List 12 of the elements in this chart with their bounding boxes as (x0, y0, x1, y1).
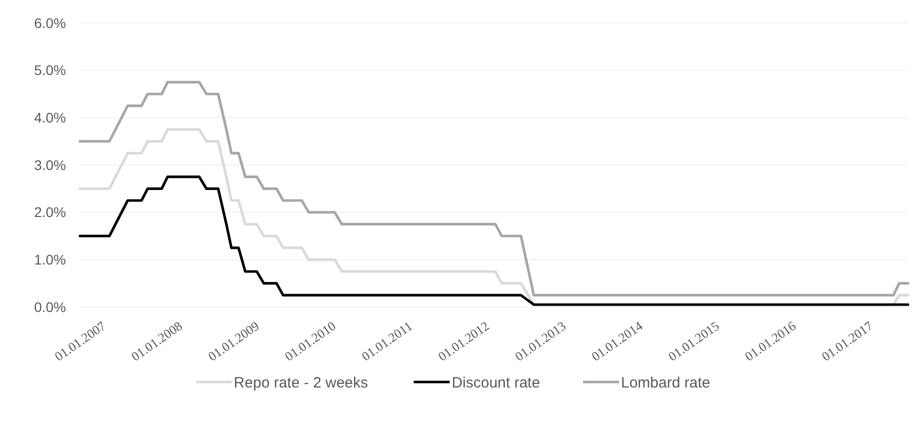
legend-label: Repo rate - 2 weeks (234, 374, 368, 392)
line-series (78, 80, 910, 296)
line-series (78, 176, 910, 306)
y-tick-label: 5.0% (34, 62, 66, 78)
y-tick-label: 3.0% (34, 156, 66, 173)
legend-label: Lombard rate (621, 374, 710, 392)
y-tick-label: 2.0% (34, 204, 66, 220)
y-tick-label: 1.0% (34, 252, 66, 268)
legend-label: Discount rate (452, 374, 540, 392)
y-tick-label: 0.0% (34, 298, 66, 315)
y-tick-label: 6.0% (34, 14, 66, 31)
y-tick-label: 4.0% (34, 110, 66, 126)
